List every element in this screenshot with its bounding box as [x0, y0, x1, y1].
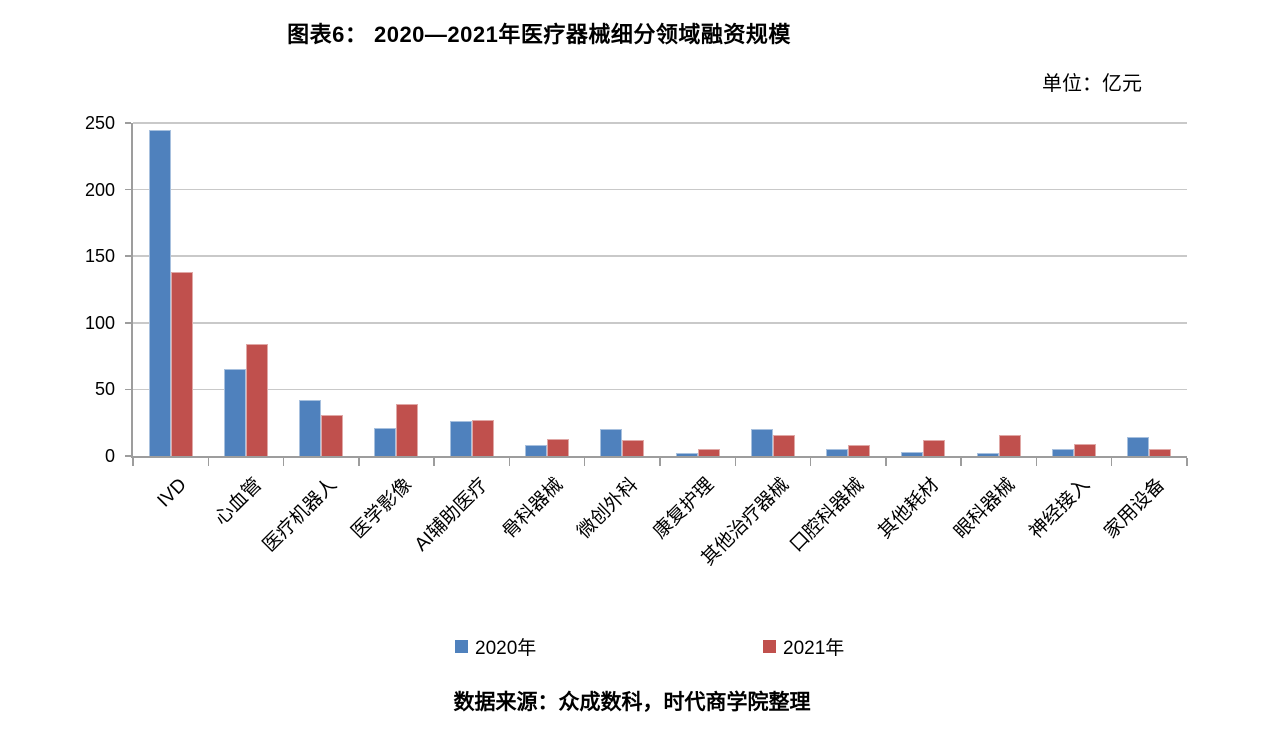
gridline-200 [133, 188, 1187, 191]
x-category-label-家用设备: 家用设备 [1100, 474, 1170, 543]
bar-group-IVD: IVD [133, 123, 208, 512]
bar-2020年-心血管 [223, 369, 246, 456]
unit-label: 单位：亿元 [1042, 73, 1142, 95]
legend-swatch-2020 [455, 640, 468, 653]
gridline-150 [133, 255, 1187, 257]
bar-2020年-IVD [148, 129, 171, 456]
y-tick-label-250: 250 [84, 113, 115, 133]
bar-2021年-心血管 [245, 344, 268, 456]
y-tick-mark-150 [125, 255, 131, 257]
bar-2021年-骨科器械 [547, 438, 570, 456]
y-tick-label-0: 0 [104, 446, 115, 466]
bar-2021年-口腔科器械 [848, 445, 871, 456]
bar-group-家用设备: 家用设备 [1101, 123, 1187, 543]
bar-2021年-医疗机器人 [321, 414, 344, 456]
gridline-50 [133, 388, 1187, 391]
legend-item-2021: 2021年 [763, 633, 844, 660]
legend-label-2021: 2021年 [783, 638, 845, 659]
gridline-100 [133, 322, 1187, 324]
x-tick-mark-4 [433, 458, 435, 466]
bar-group-口腔科器械: 口腔科器械 [786, 123, 886, 556]
bar-2020年-其他治疗器械 [750, 429, 773, 456]
bar-2020年-眼科器械 [976, 453, 999, 456]
bar-group-AI辅助医疗: AI辅助医疗 [411, 123, 509, 556]
x-tick-mark-10 [885, 458, 887, 466]
bar-2021年-其他治疗器械 [772, 434, 795, 456]
bar-2020年-骨科器械 [525, 445, 548, 456]
x-category-label-康复护理: 康复护理 [649, 474, 718, 543]
bar-2020年-康复护理 [675, 453, 698, 456]
bar-2020年-口腔科器械 [826, 449, 849, 456]
x-tick-mark-6 [583, 458, 586, 466]
y-tick-mark-50 [125, 388, 131, 391]
bar-2021年-微创外科 [622, 440, 645, 456]
legend: 2020年 2021年 [0, 633, 1280, 659]
x-tick-mark-7 [659, 458, 661, 466]
x-category-label-其他耗材: 其他耗材 [875, 474, 944, 543]
bar-2021年-AI辅助医疗 [471, 420, 494, 456]
x-category-label-眼科器械: 眼科器械 [950, 474, 1019, 543]
bar-group-眼科器械: 眼科器械 [950, 123, 1036, 543]
legend-label-2020: 2020年 [475, 638, 537, 659]
bar-2021年-家用设备 [1149, 449, 1172, 456]
chart-title: 图表6： 2020—2021年医疗器械细分领域融资规模 [287, 22, 791, 47]
bar-2021年-IVD [170, 272, 193, 456]
bar-group-其他耗材: 其他耗材 [875, 123, 961, 543]
bar-2021年-眼科器械 [998, 434, 1021, 456]
bar-group-其他治疗器械: 其他治疗器械 [698, 123, 810, 570]
source-note: 数据来源：众成数科，时代商学院整理 [453, 691, 811, 714]
bar-2020年-AI辅助医疗 [449, 421, 472, 456]
x-category-label-IVD: IVD [153, 474, 191, 512]
bar-group-医疗机器人: 医疗机器人 [259, 123, 359, 556]
bar-2020年-医学影像 [374, 428, 397, 456]
x-category-label-神经接入: 神经接入 [1025, 474, 1095, 543]
legend-item-2020: 2020年 [455, 633, 536, 660]
x-tick-mark-2 [282, 458, 285, 466]
gridline-250 [133, 122, 1187, 124]
y-tick-label-100: 100 [84, 312, 115, 333]
bar-group-骨科器械: 骨科器械 [499, 123, 584, 543]
bar-2020年-其他耗材 [901, 452, 924, 456]
bar-2021年-神经接入 [1074, 444, 1097, 456]
x-category-label-骨科器械: 骨科器械 [498, 474, 568, 543]
bar-2020年-微创外科 [600, 429, 623, 456]
y-tick-mark-200 [125, 188, 131, 191]
x-category-label-AI辅助医疗: AI辅助医疗 [410, 474, 492, 556]
bar-2020年-家用设备 [1127, 437, 1150, 456]
y-tick-mark-100 [125, 322, 131, 324]
x-tick-mark-3 [358, 458, 360, 466]
bar-2021年-康复护理 [697, 449, 720, 456]
legend-swatch-2021 [763, 640, 776, 653]
x-tick-mark-9 [809, 458, 812, 466]
x-category-label-心血管: 心血管 [210, 474, 267, 530]
bar-group-医学影像: 医学影像 [348, 123, 434, 543]
x-category-label-口腔科器械: 口腔科器械 [786, 474, 869, 557]
x-tick-mark-12 [1035, 458, 1038, 466]
y-tick-label-50: 50 [94, 379, 115, 400]
x-tick-mark-11 [960, 458, 962, 466]
bar-2021年-其他耗材 [923, 440, 946, 456]
x-category-label-医疗机器人: 医疗机器人 [259, 474, 342, 557]
y-tick-mark-0 [125, 455, 131, 457]
x-tick-mark-1 [207, 458, 210, 466]
x-category-label-医学影像: 医学影像 [348, 474, 417, 543]
bar-group-神经接入: 神经接入 [1026, 123, 1111, 543]
x-tick-mark-8 [734, 458, 737, 466]
y-tick-mark-250 [125, 122, 131, 124]
x-tick-mark-5 [508, 458, 511, 466]
bar-2020年-神经接入 [1052, 449, 1075, 456]
bar-group-微创外科: 微创外科 [574, 123, 660, 543]
bar-group-心血管: 心血管 [208, 123, 283, 529]
bar-group-康复护理: 康复护理 [649, 123, 735, 543]
y-tick-label-200: 200 [84, 179, 115, 200]
y-tick-label-150: 150 [84, 246, 115, 267]
bar-2021年-医学影像 [396, 404, 419, 456]
x-tick-mark-13 [1110, 458, 1113, 466]
x-tick-mark-0 [132, 458, 134, 466]
x-tick-mark-14 [1186, 458, 1188, 466]
plot-area: IVD 心血管 医疗机器人 医学影像 AI辅助医疗 骨科器械 微创外科 康复护理 其他治疗器械口… [125, 122, 1188, 570]
bar-2020年-医疗机器人 [299, 400, 322, 456]
x-category-label-微创外科: 微创外科 [573, 474, 643, 543]
